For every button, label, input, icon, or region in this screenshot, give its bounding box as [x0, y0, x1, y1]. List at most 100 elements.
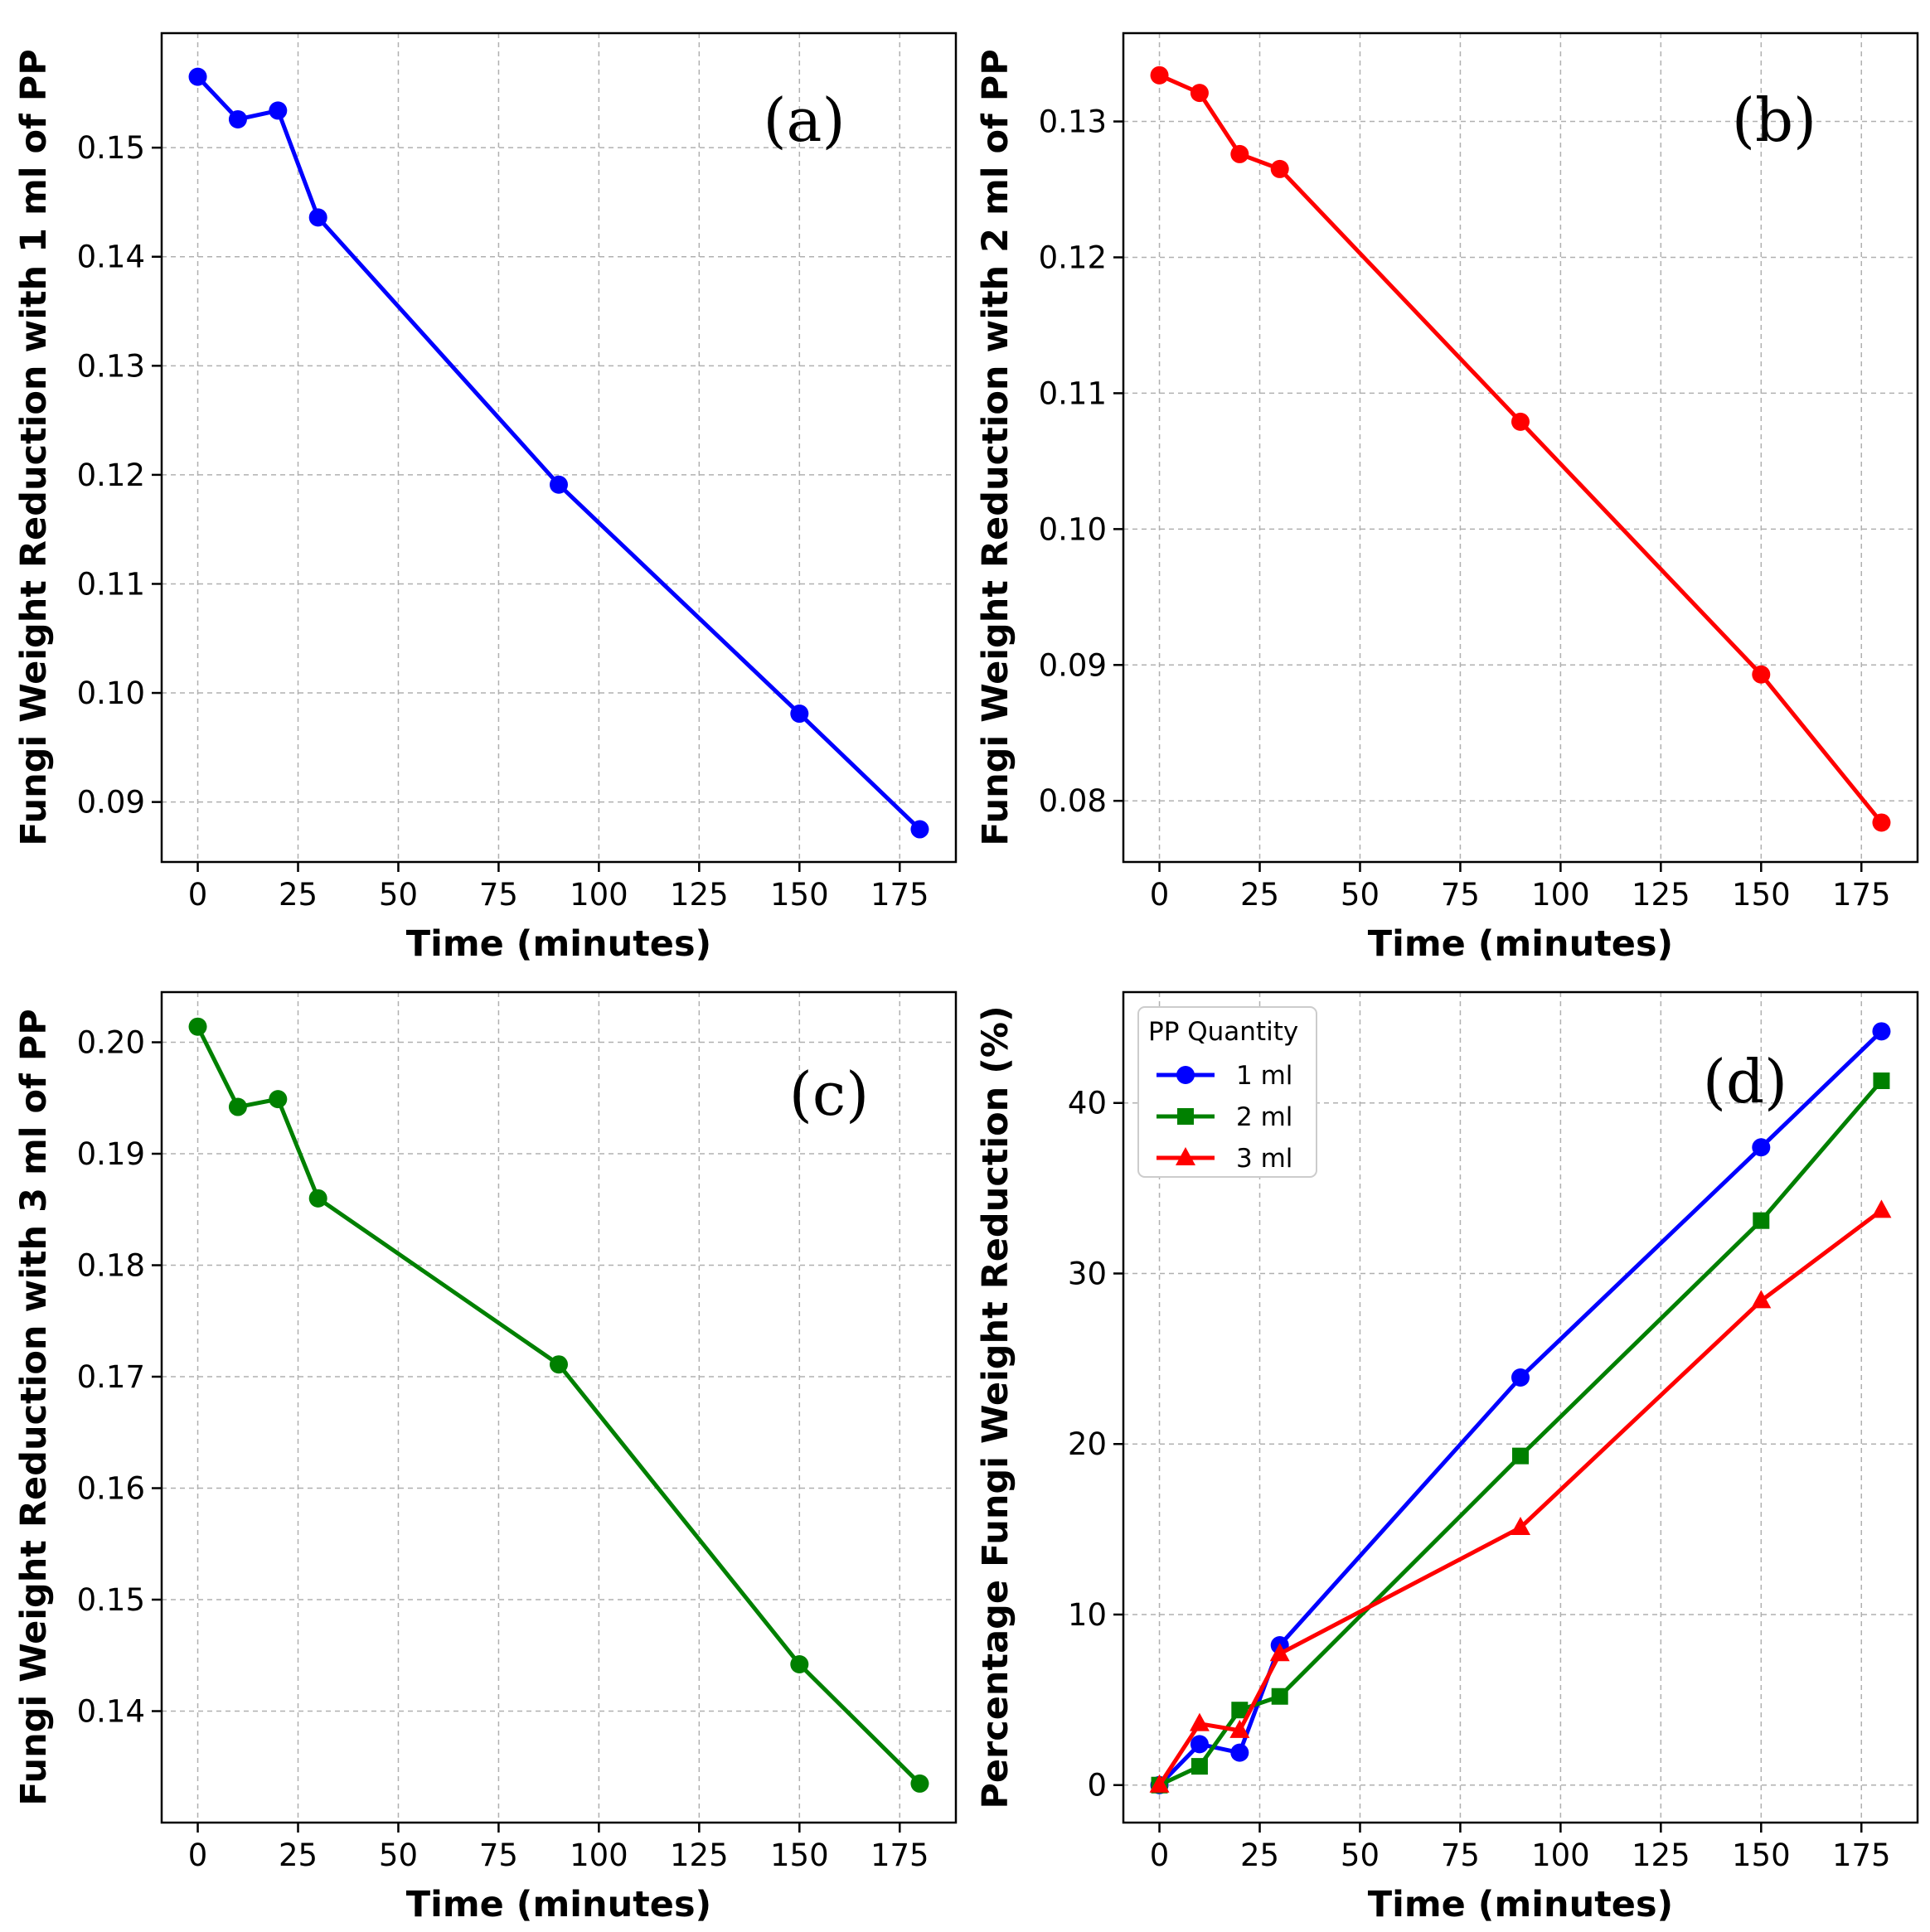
x-tick-label: 0 — [188, 1838, 208, 1873]
data-point — [1231, 1702, 1249, 1719]
chart-panel-4: 0 25 50 75 100 125 150 175 0 10 20 30 40 Time (minute… — [975, 990, 1919, 1925]
y-axis-title: Percentage Fungi Weight Reduction (%) — [975, 1005, 1016, 1809]
x-axis-title: Time (minutes) — [406, 1884, 711, 1925]
x-tick-label: 25 — [279, 1838, 318, 1873]
x-tick-label: 150 — [770, 877, 829, 913]
y-tick-label: 0.13 — [1039, 104, 1107, 140]
x-tick-label: 100 — [570, 1838, 628, 1873]
y-tick-label: 0.19 — [77, 1136, 145, 1172]
x-tick-label: 25 — [279, 877, 318, 913]
y-axis-title: Fungi Weight Reduction with 1 ml of PP — [13, 49, 55, 846]
legend-box — [1137, 1006, 1317, 1178]
data-point — [228, 109, 247, 128]
y-tick-label: 0.09 — [77, 785, 145, 821]
x-tick-label: 25 — [1240, 1838, 1279, 1873]
chart-panel-3: 0 25 50 75 100 125 150 175 0.14 0.15 0.16 0.17 0.18 0… — [13, 990, 958, 1925]
y-tick-label: 0.18 — [77, 1248, 145, 1284]
data-point — [1753, 1212, 1770, 1229]
data-point — [188, 67, 207, 86]
y-tick-label: 0.15 — [77, 130, 145, 166]
y-tick-label: 0.14 — [77, 1694, 145, 1730]
y-tick-label: 0.13 — [77, 348, 145, 384]
legend-swatch-marker — [1176, 1147, 1195, 1165]
data-point — [790, 1655, 809, 1674]
data-point — [1150, 65, 1169, 85]
data-point — [308, 1189, 327, 1208]
plot-frame — [1122, 31, 1919, 864]
y-axis-title: Fungi Weight Reduction with 2 ml of PP — [975, 49, 1016, 846]
data-point — [1752, 665, 1771, 684]
data-point — [228, 1097, 247, 1116]
y-tick-label: 0.11 — [77, 566, 145, 602]
x-tick-label: 0 — [188, 877, 208, 913]
data-point — [1271, 1687, 1288, 1705]
legend-entry: 3 ml — [1236, 1144, 1292, 1174]
y-tick-label: 0.09 — [1039, 647, 1107, 683]
x-tick-label: 175 — [870, 877, 929, 913]
plot-frame — [160, 990, 958, 1824]
data-point — [1511, 412, 1530, 431]
y-tick-label: 0.10 — [1039, 511, 1107, 547]
data-point — [910, 1774, 929, 1793]
panel-label: (d) — [1703, 1047, 1787, 1116]
data-point — [1189, 1712, 1210, 1731]
x-tick-label: 50 — [379, 1838, 418, 1873]
x-tick-label: 0 — [1150, 877, 1170, 913]
x-tick-label: 100 — [1531, 877, 1590, 913]
data-point — [1190, 1735, 1209, 1754]
x-tick-label: 100 — [570, 877, 628, 913]
y-tick-label: 0.11 — [1039, 375, 1107, 411]
x-tick-label: 100 — [1531, 1838, 1590, 1873]
data-point — [1229, 1719, 1250, 1738]
series-line-1 — [1158, 73, 1884, 825]
y-axis-title: Fungi Weight Reduction with 3 ml of PP — [13, 1009, 55, 1806]
plot-frame — [160, 31, 958, 864]
data-point — [1872, 813, 1891, 832]
x-tick-label: 0 — [1150, 1838, 1170, 1873]
legend: PP Quantity 1 ml 2 ml 3 ml — [1137, 1006, 1317, 1178]
x-tick-label: 175 — [1832, 1838, 1891, 1873]
data-point — [1190, 84, 1209, 103]
data-point — [1269, 1643, 1290, 1662]
data-point — [1511, 1517, 1530, 1536]
chart-panel-1: 0 25 50 75 100 125 150 175 0.09 0.10 0.11 0.12 0.13 0… — [13, 31, 958, 965]
data-point — [1190, 1758, 1208, 1775]
y-tick-label: 30 — [1068, 1256, 1107, 1291]
y-tick-label: 0.14 — [77, 240, 145, 275]
x-tick-label: 150 — [1732, 1838, 1791, 1873]
data-point — [269, 101, 288, 120]
data-point — [188, 1017, 207, 1036]
panel-label: (a) — [763, 85, 845, 155]
data-point — [1873, 1072, 1890, 1089]
data-point — [1751, 1290, 1772, 1309]
data-point — [1871, 1199, 1892, 1218]
data-point — [1511, 1368, 1530, 1387]
data-point — [1872, 1022, 1891, 1041]
legend-swatch-marker — [1176, 1066, 1195, 1084]
data-point — [910, 820, 929, 839]
y-tick-label: 0.12 — [77, 458, 145, 493]
x-tick-label: 125 — [1632, 877, 1690, 913]
x-tick-label: 175 — [1832, 877, 1891, 913]
y-tick-label: 0.16 — [77, 1471, 145, 1507]
data-point — [1149, 1774, 1170, 1793]
y-tick-label: 0.08 — [1039, 783, 1107, 819]
panel-label: (b) — [1732, 85, 1816, 155]
x-tick-label: 25 — [1240, 877, 1279, 913]
y-tick-label: 0.12 — [1039, 240, 1107, 275]
x-tick-label: 75 — [479, 877, 518, 913]
data-point — [1230, 1743, 1249, 1762]
data-point — [1512, 1447, 1529, 1465]
data-point — [790, 705, 809, 724]
data-point — [550, 1355, 568, 1374]
data-point — [1270, 159, 1289, 178]
x-tick-label: 50 — [1341, 1838, 1380, 1873]
data-point — [550, 475, 568, 494]
data-point — [269, 1090, 288, 1109]
legend-swatch-marker — [1177, 1108, 1194, 1125]
x-tick-label: 75 — [479, 1838, 518, 1873]
x-tick-label: 75 — [1441, 877, 1480, 913]
x-tick-label: 125 — [670, 1838, 729, 1873]
x-tick-label: 125 — [1632, 1838, 1690, 1873]
